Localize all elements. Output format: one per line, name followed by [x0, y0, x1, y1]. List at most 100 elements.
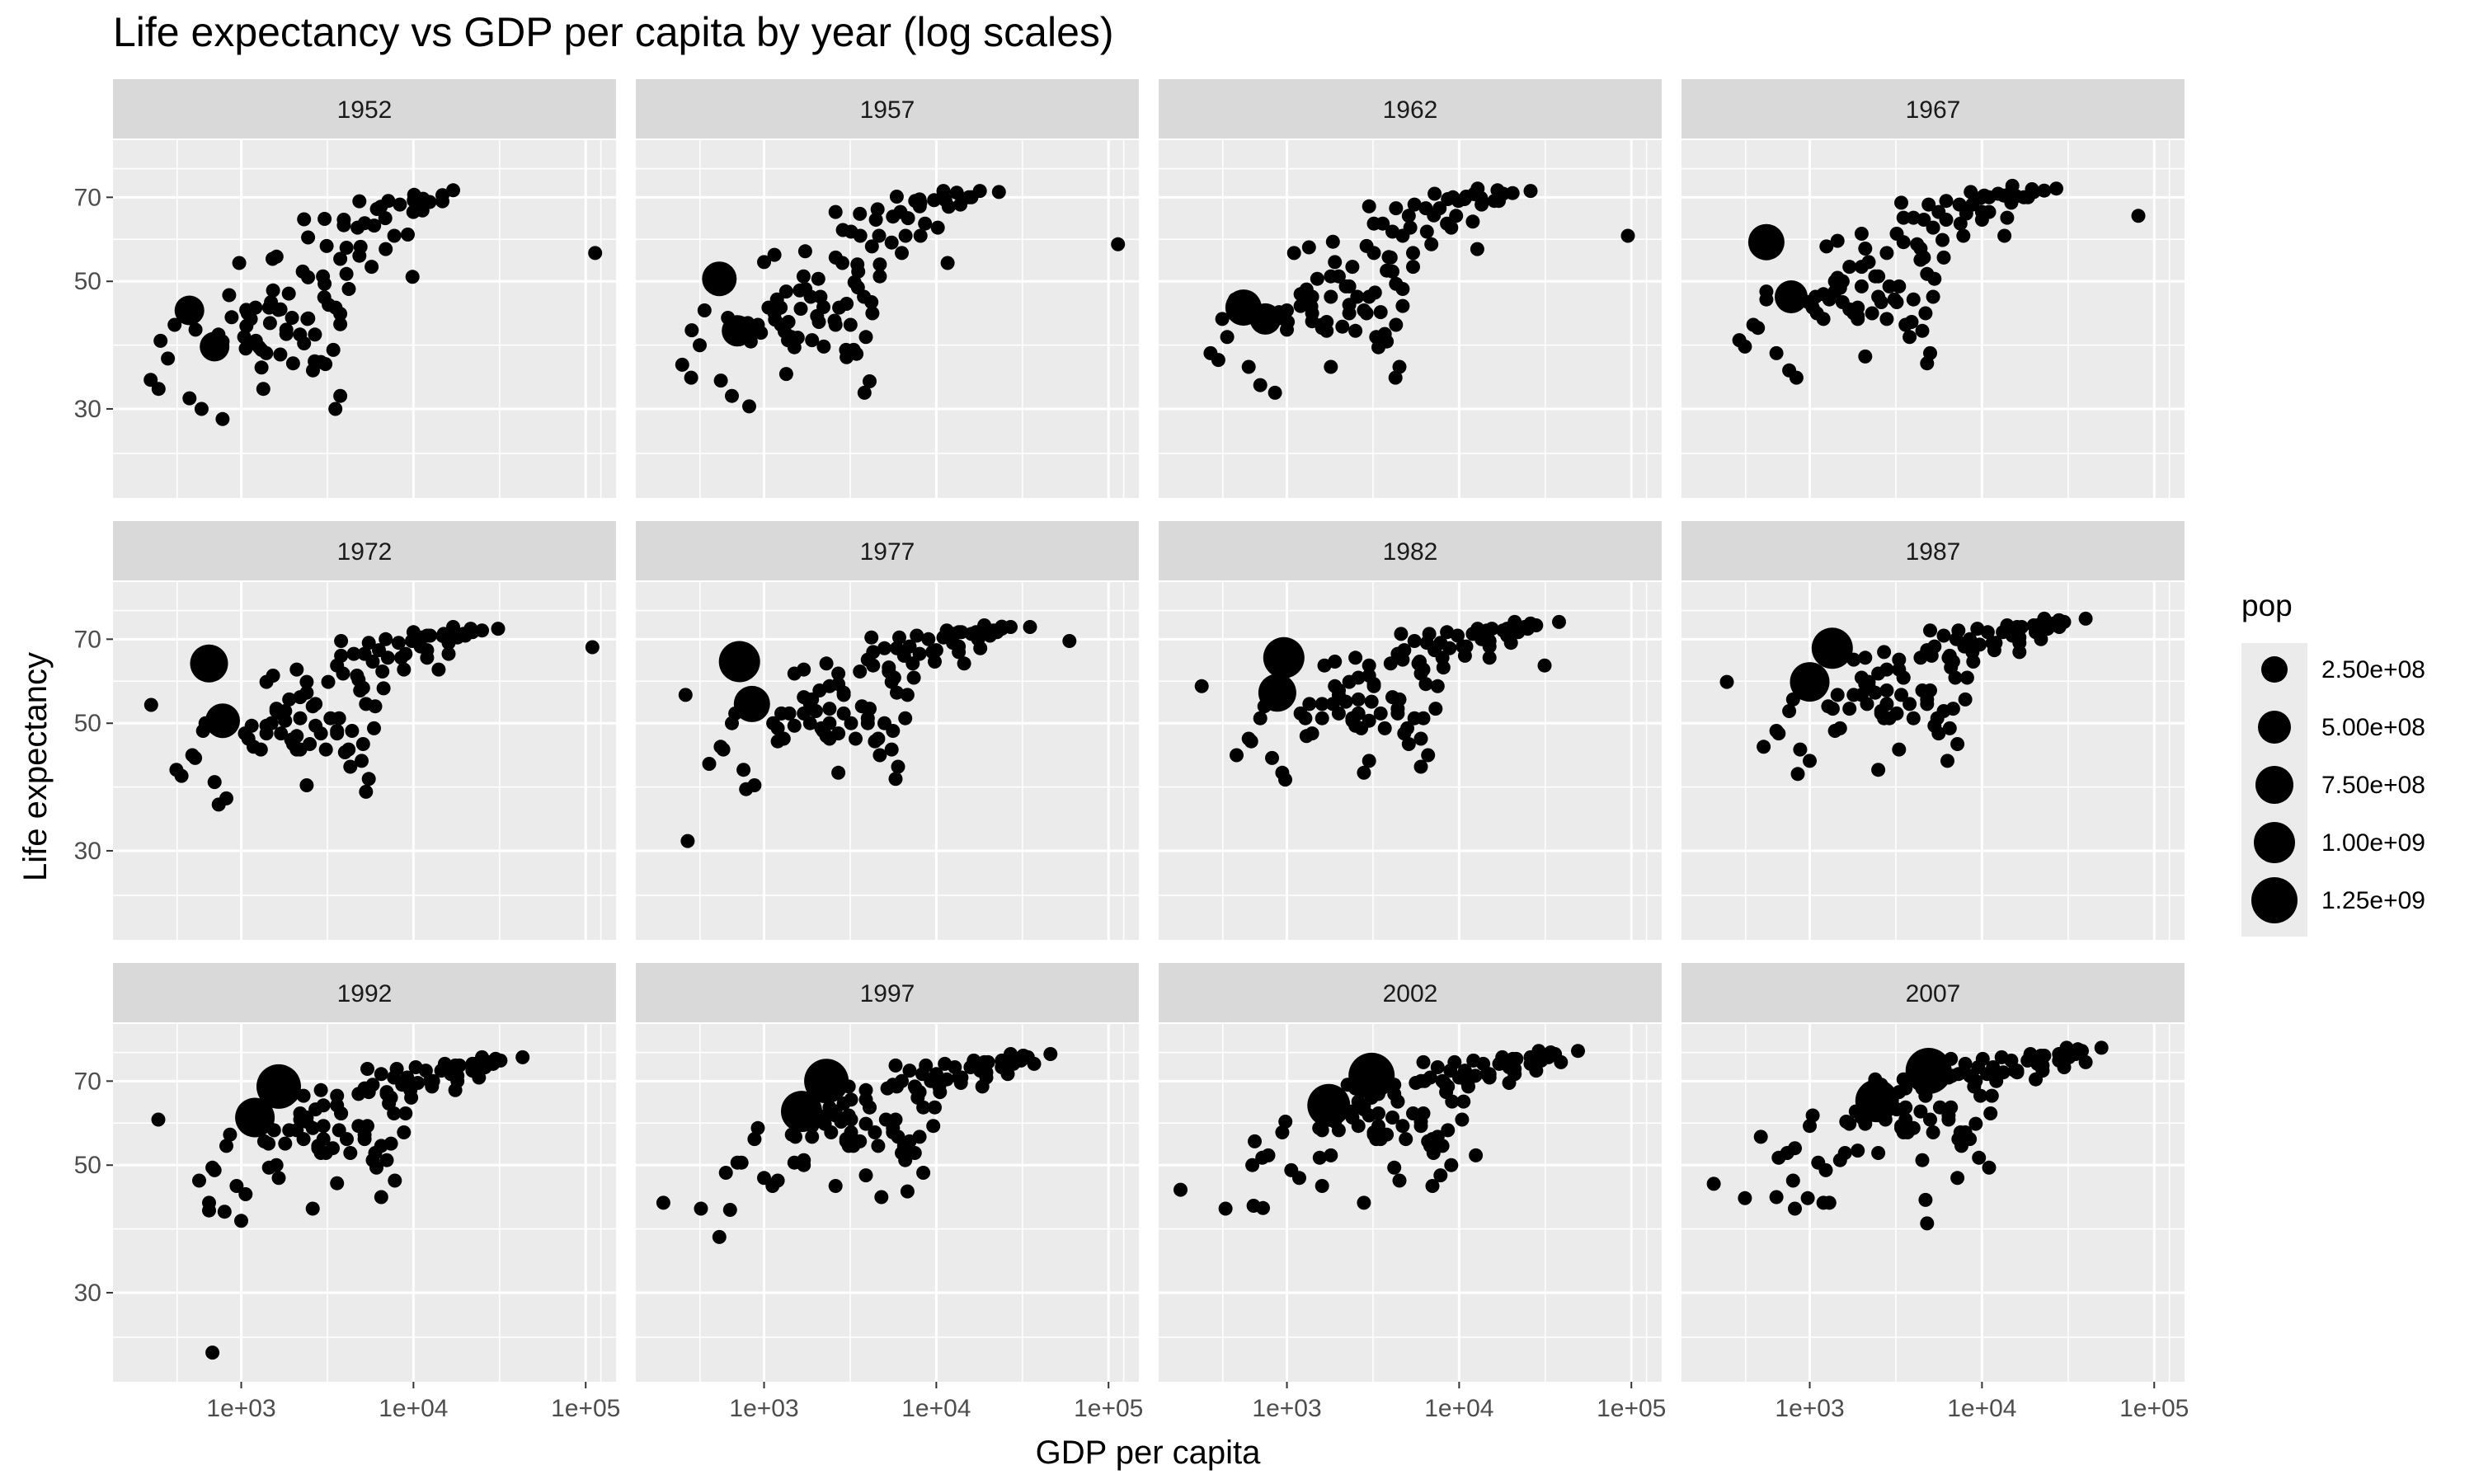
- data-point: [697, 303, 712, 317]
- data-point: [360, 1062, 374, 1076]
- data-point: [1835, 274, 1850, 289]
- data-point: [1261, 1148, 1276, 1162]
- data-point: [1879, 246, 1894, 261]
- data-point: [1953, 216, 1968, 231]
- data-point: [1421, 748, 1436, 763]
- data-point: [1842, 1116, 1857, 1131]
- data-point: [352, 194, 367, 209]
- data-point: [415, 203, 430, 218]
- data-point: [222, 288, 237, 303]
- data-point: [1965, 197, 1980, 212]
- data-point: [816, 339, 831, 354]
- data-point-large: [1258, 674, 1296, 712]
- data-point: [1898, 1100, 1913, 1115]
- data-point: [831, 677, 846, 692]
- data-point: [797, 706, 811, 721]
- data-point: [1941, 1108, 1956, 1123]
- data-point: [2000, 210, 2015, 225]
- data-point: [1366, 679, 1381, 693]
- data-point: [936, 184, 951, 199]
- data-point: [656, 1195, 670, 1210]
- data-point: [394, 650, 409, 665]
- facet-strip: [1159, 79, 1662, 139]
- data-point: [2049, 181, 2063, 196]
- data-point-large: [1905, 1048, 1952, 1094]
- data-point: [1871, 1146, 1886, 1160]
- data-point: [1917, 250, 1931, 265]
- y-tick-label: 70: [74, 184, 101, 211]
- data-point: [694, 1201, 708, 1216]
- data-point: [1430, 679, 1445, 693]
- data-point: [1788, 1201, 1802, 1216]
- data-point: [153, 333, 168, 348]
- data-point: [355, 680, 370, 695]
- data-point: [1964, 185, 1978, 200]
- data-point: [1373, 305, 1388, 320]
- data-point: [1362, 289, 1376, 304]
- data-point: [1903, 697, 1917, 711]
- data-point: [907, 1146, 922, 1160]
- facet-strip-label: 2002: [1383, 980, 1438, 1007]
- data-point: [868, 213, 883, 227]
- data-point: [332, 711, 346, 726]
- data-point: [167, 317, 182, 332]
- facet-strip: [1159, 963, 1662, 1022]
- data-point: [357, 1081, 372, 1096]
- data-point: [1401, 209, 1416, 223]
- data-point: [2023, 1047, 2038, 1061]
- data-point-large: [1775, 280, 1808, 313]
- data-point: [254, 342, 269, 357]
- data-point: [954, 625, 969, 640]
- facet-strip: [113, 521, 616, 580]
- data-point: [205, 1345, 220, 1360]
- data-point: [1882, 279, 1897, 294]
- data-point: [2131, 209, 2146, 223]
- data-point: [886, 724, 901, 738]
- chart-title: Life expectancy vs GDP per capita by yea…: [113, 9, 1114, 55]
- facet-strip-label: 1967: [1906, 96, 1961, 124]
- facet-strip-label: 1977: [860, 538, 915, 566]
- data-point: [1301, 240, 1316, 255]
- data-point: [289, 662, 304, 677]
- data-point: [161, 351, 176, 366]
- data-point: [188, 322, 203, 337]
- data-point: [1918, 306, 1933, 321]
- data-point: [1906, 210, 1921, 225]
- data-point: [300, 312, 315, 326]
- data-point: [736, 763, 751, 777]
- data-point: [1319, 323, 1334, 338]
- data-point: [2000, 618, 2015, 632]
- x-tick-label: 1e+04: [379, 1395, 448, 1422]
- data-point: [1421, 1134, 1436, 1148]
- data-point: [853, 206, 868, 221]
- data-point: [1805, 300, 1820, 315]
- data-point: [1923, 1112, 1937, 1127]
- data-point: [355, 737, 370, 751]
- data-point: [1926, 1125, 1940, 1139]
- data-point: [313, 1146, 328, 1160]
- data-point: [1972, 1150, 1987, 1165]
- data-point: [2004, 195, 2019, 210]
- data-point: [1953, 1125, 1968, 1139]
- data-point: [949, 186, 964, 200]
- legend-label: 1.25e+09: [2321, 887, 2425, 914]
- data-point: [805, 1129, 820, 1144]
- data-point: [375, 665, 390, 679]
- data-point: [1788, 1141, 1802, 1156]
- facet-panel-1977: 1977: [636, 521, 1139, 940]
- data-point: [742, 399, 756, 414]
- data-point: [1983, 1106, 1998, 1120]
- data-point: [1966, 655, 1981, 669]
- data-point: [836, 706, 851, 721]
- data-point: [872, 257, 887, 272]
- data-point: [1298, 711, 1313, 726]
- data-points: [1203, 181, 1635, 400]
- data-point: [1484, 622, 1499, 636]
- data-point: [930, 220, 945, 235]
- data-point: [853, 1134, 868, 1148]
- data-point: [397, 662, 412, 677]
- data-point: [1390, 702, 1405, 716]
- legend-label: 7.50e+08: [2321, 772, 2425, 799]
- data-point: [898, 711, 913, 726]
- data-point: [261, 1136, 276, 1151]
